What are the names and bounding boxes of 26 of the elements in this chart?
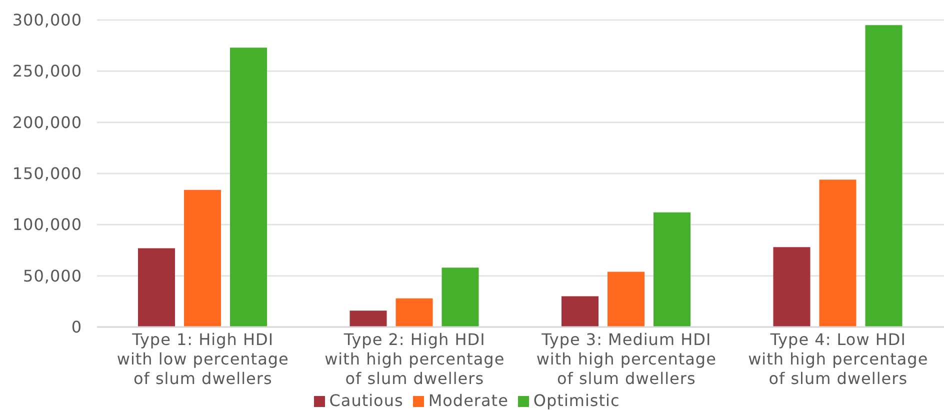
- x-tick-label: Type 2: High HDI with high percentage of slum dwellers: [324, 330, 505, 388]
- y-tick-label: 150,000: [12, 164, 82, 183]
- bar: [350, 310, 387, 327]
- y-tick-label: 250,000: [12, 62, 82, 81]
- bar: [230, 48, 267, 327]
- y-tick-label: 200,000: [12, 112, 82, 132]
- y-tick-label: 0: [71, 318, 82, 336]
- legend-label: Cautious: [329, 391, 404, 410]
- legend-label: Moderate: [428, 391, 508, 410]
- bar: [184, 190, 221, 327]
- x-tick-label: Type 1: High HDI with low percentage of slum dwellers: [116, 330, 289, 388]
- legend-label: Optimistic: [533, 391, 620, 410]
- bar: [396, 298, 433, 327]
- bar: [819, 180, 856, 327]
- bar: [442, 268, 479, 327]
- bar: [562, 296, 598, 327]
- x-tick-label: Type 3: Medium HDI with high percentage of slum dwellers: [536, 330, 716, 388]
- y-tick-label: 300,000: [12, 10, 82, 30]
- bar: [138, 248, 175, 327]
- x-tick-label: Type 4: Low HDI with high percentage of slum dwellers: [748, 330, 928, 388]
- y-tick-label: 100,000: [12, 215, 82, 234]
- bar: [608, 272, 644, 327]
- y-tick-label: 50,000: [23, 266, 82, 286]
- bar: [865, 25, 902, 327]
- bar: [773, 247, 810, 327]
- bar: [654, 212, 690, 327]
